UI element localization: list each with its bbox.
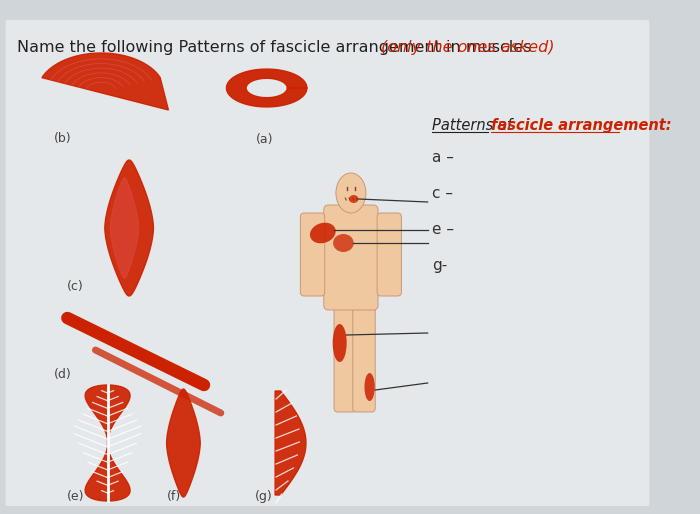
Text: (only the ones asked): (only the ones asked)	[382, 40, 554, 55]
Polygon shape	[42, 53, 169, 110]
Text: (d): (d)	[55, 368, 72, 381]
Polygon shape	[167, 389, 200, 497]
Ellipse shape	[310, 223, 336, 243]
FancyBboxPatch shape	[300, 213, 325, 296]
Text: (f): (f)	[167, 490, 181, 503]
Text: (c): (c)	[67, 280, 84, 293]
Ellipse shape	[333, 234, 354, 252]
Ellipse shape	[349, 195, 358, 203]
Text: a –: a –	[433, 150, 454, 165]
Text: g-: g-	[433, 258, 447, 273]
Text: (a): (a)	[256, 133, 274, 146]
FancyBboxPatch shape	[6, 20, 650, 506]
FancyBboxPatch shape	[353, 299, 375, 412]
FancyBboxPatch shape	[324, 205, 378, 310]
FancyBboxPatch shape	[334, 299, 356, 412]
Ellipse shape	[336, 173, 366, 213]
Polygon shape	[105, 160, 153, 296]
Ellipse shape	[332, 324, 346, 362]
Text: e –: e –	[433, 222, 454, 237]
Text: fascicle arrangement:: fascicle arrangement:	[491, 118, 672, 133]
Polygon shape	[111, 178, 139, 278]
Polygon shape	[226, 69, 307, 107]
Polygon shape	[85, 385, 130, 501]
Text: Name the following Patterns of fascicle arrangement in muscles: Name the following Patterns of fascicle …	[17, 40, 536, 55]
Text: (e): (e)	[67, 490, 85, 503]
Polygon shape	[275, 391, 306, 495]
FancyBboxPatch shape	[377, 213, 401, 296]
Text: Patterns of: Patterns of	[433, 118, 517, 133]
Text: (g): (g)	[255, 490, 272, 503]
Text: (b): (b)	[55, 132, 72, 145]
Text: c –: c –	[433, 186, 454, 201]
Ellipse shape	[365, 373, 374, 401]
